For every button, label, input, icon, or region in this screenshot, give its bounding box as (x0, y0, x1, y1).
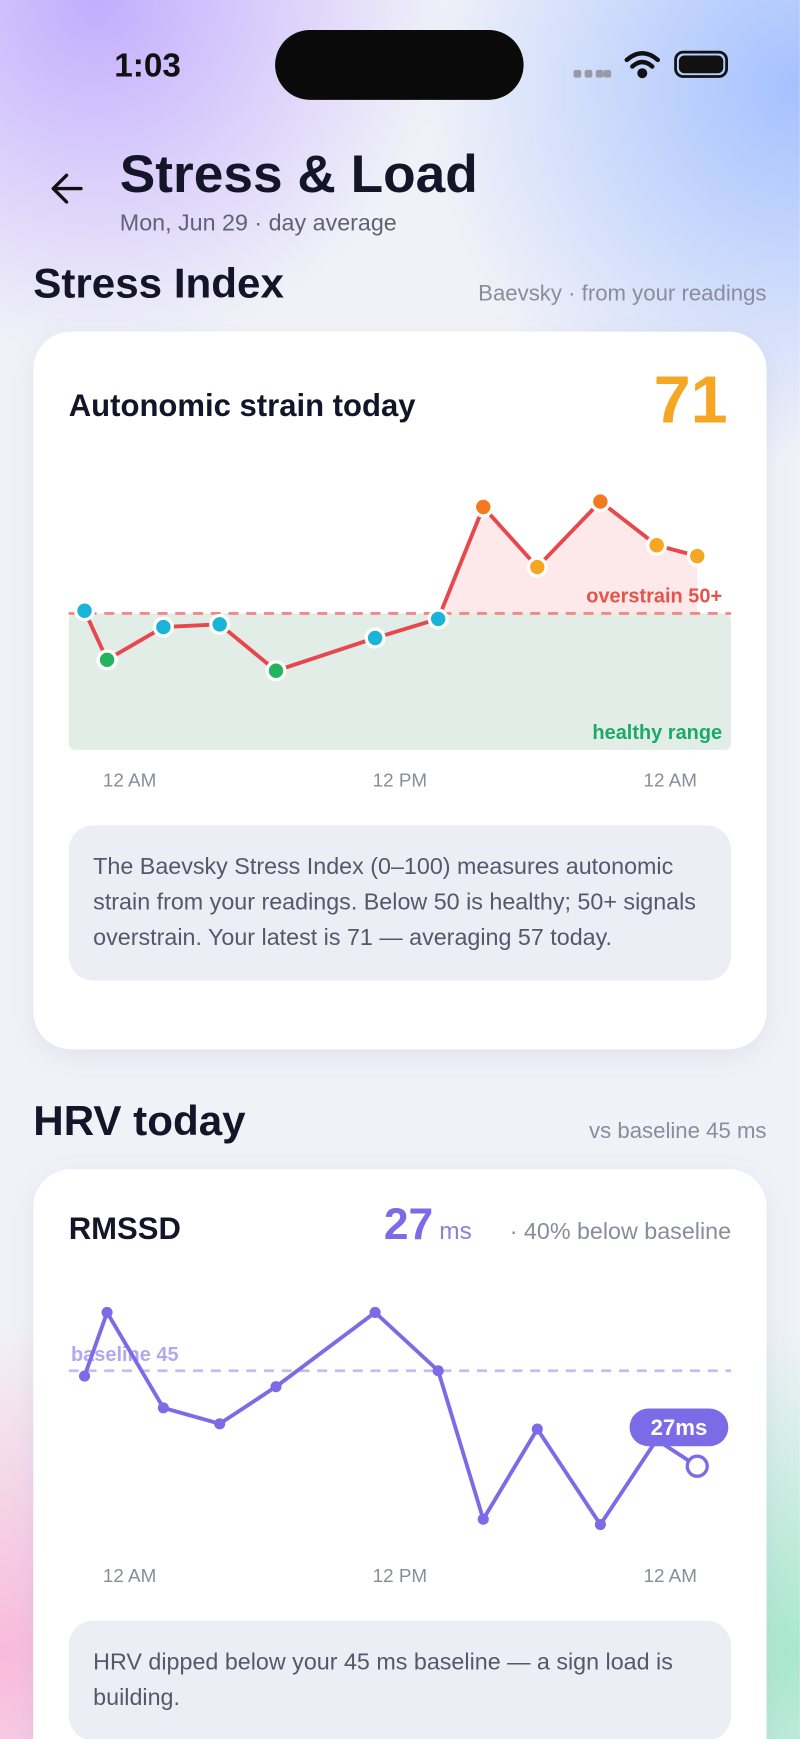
hrv-unit: ms (439, 1218, 472, 1245)
stress-latest: 71 (654, 364, 728, 438)
data-point (101, 1306, 113, 1318)
section-note: Baevsky · from your readings (478, 281, 766, 306)
data-point (364, 627, 386, 649)
x-tick-label: 12 AM (103, 1565, 156, 1586)
data-point (157, 1402, 169, 1414)
wifi-icon (624, 51, 661, 79)
data-point (209, 613, 231, 635)
page-title: Stress & Load (120, 145, 478, 204)
threshold-label: overstrain 50+ (586, 585, 722, 607)
data-point (685, 1454, 709, 1478)
x-tick-label: 12 AM (643, 769, 696, 790)
dynamic-island (275, 29, 524, 100)
battery-icon (674, 50, 728, 78)
data-line (82, 499, 698, 673)
status-time: 1:03 (114, 48, 181, 85)
hrv-note: · 40% below baseline (510, 1218, 731, 1244)
x-tick-label: 12 PM (373, 1565, 427, 1586)
x-tick-label: 12 PM (373, 769, 427, 790)
data-point (594, 1518, 606, 1531)
stress-description: The Baevsky Stress Index (0–100) measure… (68, 825, 732, 981)
data-point (152, 616, 174, 638)
x-tick-label: 12 AM (643, 1565, 696, 1586)
data-point (526, 556, 548, 578)
data-line (82, 1310, 699, 1527)
data-point (78, 1370, 91, 1382)
hrv-latest: 27 (384, 1200, 433, 1249)
data-point (646, 534, 668, 556)
section-note: vs baseline 45 ms (589, 1118, 766, 1143)
hrv-description: HRV dipped below your 45 ms baseline — a… (68, 1620, 732, 1739)
data-point (686, 545, 708, 567)
data-point (369, 1306, 381, 1318)
data-point (74, 600, 96, 622)
data-point (477, 1513, 489, 1525)
signal-icon (573, 69, 612, 78)
data-point (427, 608, 449, 630)
section-title: Stress Index (33, 259, 284, 306)
data-point (265, 660, 287, 682)
value-badge (629, 1408, 729, 1447)
section-title: HRV today (33, 1097, 246, 1144)
x-tick-label: 12 AM (103, 769, 156, 790)
data-point (472, 496, 494, 518)
threshold-label: baseline 45 (71, 1344, 179, 1366)
page-subtitle: Mon, Jun 29 · day average (120, 210, 397, 236)
back-button[interactable] (51, 173, 83, 204)
data-point (96, 649, 118, 671)
band-label: healthy range (592, 722, 722, 744)
card-title: Autonomic strain today (69, 388, 416, 423)
value-badge-label: 27ms (651, 1415, 708, 1440)
card-title: RMSSD (69, 1211, 181, 1246)
data-point (531, 1423, 543, 1435)
hrv-card (33, 1169, 767, 1739)
healthy-band (68, 613, 732, 750)
data-point (270, 1381, 282, 1393)
data-point (589, 491, 611, 513)
battery-level (678, 55, 724, 74)
data-point (214, 1418, 226, 1430)
data-point (432, 1365, 444, 1377)
overstrain-fill (84, 501, 698, 614)
